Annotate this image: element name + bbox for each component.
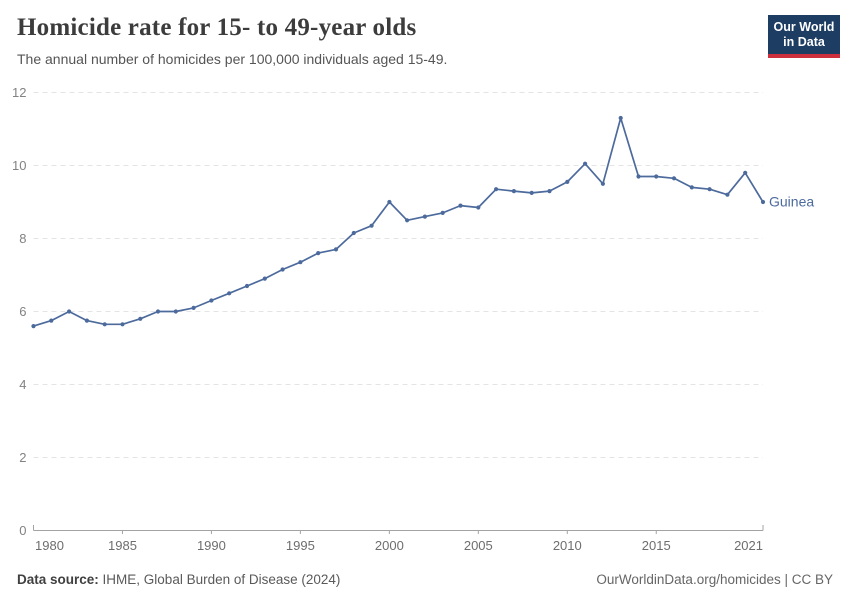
data-point (120, 322, 125, 327)
data-point (280, 267, 285, 272)
data-point (529, 190, 534, 195)
data-point (405, 218, 410, 223)
data-point (209, 298, 214, 303)
x-axis-tick-label: 1995 (286, 538, 315, 553)
x-axis-tick-label: 1985 (108, 538, 137, 553)
data-point (600, 181, 606, 186)
data-point (49, 318, 54, 323)
data-point (31, 324, 36, 329)
x-axis-tick-label: 1990 (197, 538, 226, 553)
data-point (760, 199, 766, 205)
data-point (422, 214, 427, 219)
data-point (387, 199, 392, 205)
page-title: Homicide rate for 15- to 49-year olds (17, 14, 417, 41)
x-axis-tick-label: 2010 (553, 538, 582, 553)
data-point (689, 185, 694, 190)
y-axis-tick-label: 6 (19, 304, 26, 319)
data-point (173, 309, 178, 314)
owid-logo-line1: Our World (773, 20, 835, 34)
owid-logo[interactable]: Our World in Data (768, 15, 840, 58)
entity-label-guinea: Guinea (769, 194, 814, 210)
data-point (351, 230, 356, 236)
data-point (84, 318, 89, 323)
data-point (191, 305, 196, 310)
x-axis-tick-label: 2021 (734, 538, 763, 553)
data-source-label: Data source: (17, 572, 99, 587)
owid-logo-line2: in Data (783, 35, 825, 49)
y-axis-tick-label: 12 (12, 85, 26, 100)
y-axis-tick-label: 10 (12, 158, 26, 173)
data-point (155, 309, 161, 314)
y-axis-tick-label: 2 (19, 450, 26, 465)
y-axis-tick-label: 8 (19, 231, 26, 246)
data-point (636, 174, 641, 179)
guinea-series-line (32, 117, 764, 327)
x-axis-tick-label: 2000 (375, 538, 404, 553)
data-point (476, 205, 481, 210)
data-point (511, 189, 516, 194)
data-point (316, 251, 321, 256)
y-axis-tick-label: 0 (19, 523, 26, 538)
data-point (244, 283, 250, 289)
x-axis-tick-label: 2005 (464, 538, 493, 553)
y-axis-tick-label: 4 (19, 377, 26, 392)
data-point (618, 115, 623, 121)
chart-footer: Data source: IHME, Global Burden of Dise… (17, 572, 833, 587)
data-point (138, 316, 143, 321)
data-point (707, 187, 712, 192)
data-point (494, 187, 499, 192)
x-axis-tick-label: 1980 (35, 538, 64, 553)
x-axis-tick-label: 2015 (642, 538, 671, 553)
data-point (298, 260, 303, 265)
data-point (227, 291, 232, 296)
data-point (547, 189, 552, 194)
data-source: Data source: IHME, Global Burden of Dise… (17, 572, 340, 587)
data-point (369, 223, 374, 228)
data-point (654, 174, 659, 179)
data-point (725, 192, 730, 197)
chart-subtitle: The annual number of homicides per 100,0… (17, 51, 448, 67)
data-point (67, 309, 72, 314)
data-point (671, 176, 677, 181)
footer-attribution-link[interactable]: OurWorldinData.org/homicides | CC BY (596, 572, 833, 587)
data-point (565, 179, 570, 184)
data-point (102, 322, 107, 327)
data-point (440, 210, 445, 215)
data-point (458, 203, 463, 208)
data-point (583, 161, 588, 166)
data-source-value: IHME, Global Burden of Disease (2024) (102, 572, 341, 587)
data-point (743, 170, 748, 175)
data-point (262, 276, 267, 281)
data-point (333, 247, 339, 252)
